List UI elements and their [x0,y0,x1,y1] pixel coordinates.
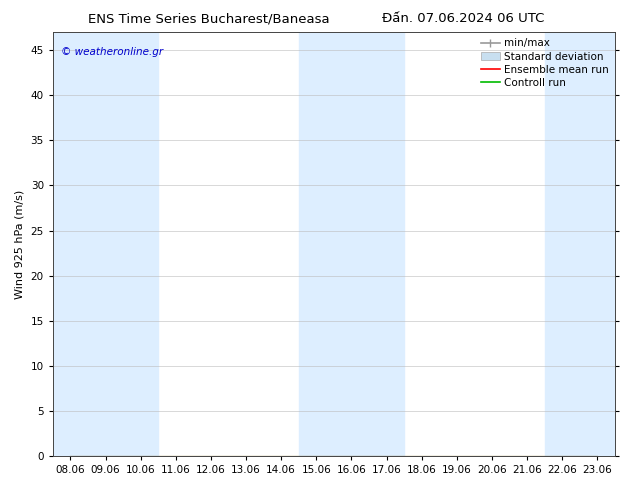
Text: © weatheronline.gr: © weatheronline.gr [61,47,164,57]
Legend: min/max, Standard deviation, Ensemble mean run, Controll run: min/max, Standard deviation, Ensemble me… [477,34,612,92]
Bar [299,32,404,456]
Bar [545,32,615,456]
Y-axis label: Wind 925 hPa (m/s): Wind 925 hPa (m/s) [15,190,25,299]
Bar [53,32,158,456]
Text: Đấ́n. 07.06.2024 06 UTC: Đấ́n. 07.06.2024 06 UTC [382,12,544,25]
Text: ENS Time Series Bucharest/Baneasa: ENS Time Series Bucharest/Baneasa [88,12,330,25]
